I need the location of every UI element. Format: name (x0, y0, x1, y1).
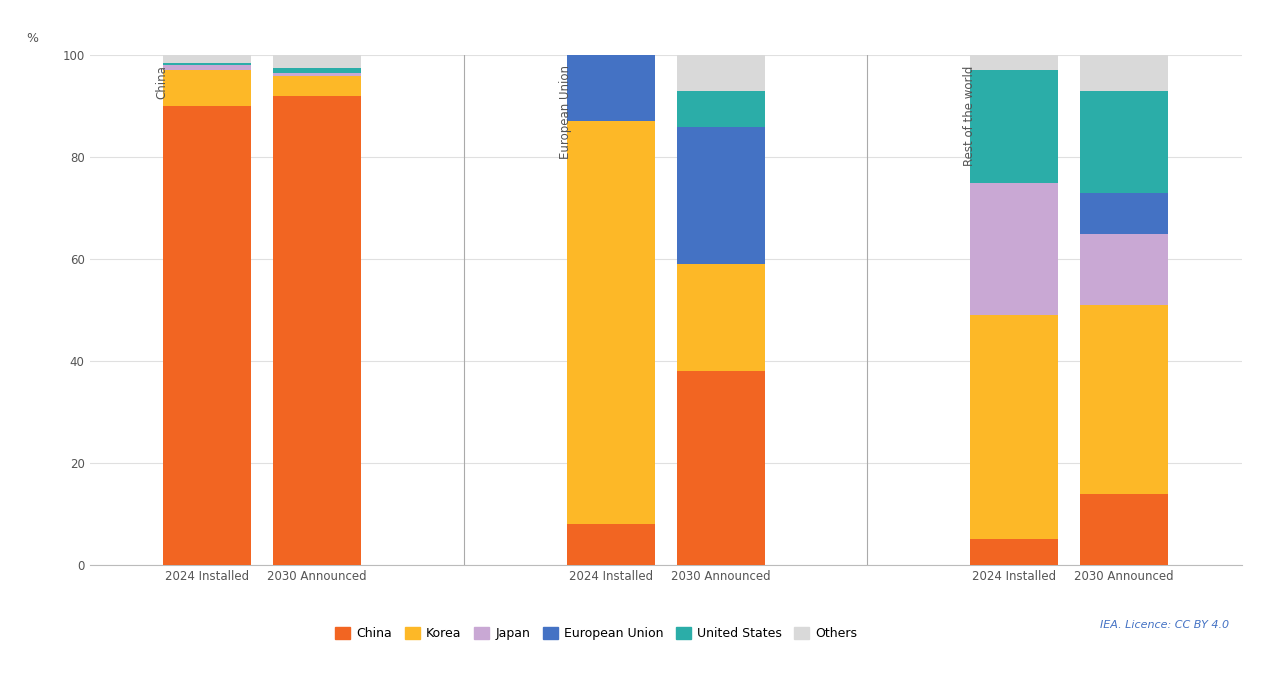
Bar (1080, 234, 1169, 305)
Bar (970, 183, 1059, 315)
Bar (1080, 193, 1169, 234)
Legend: China, Korea, Japan, European Union, United States, Others: China, Korea, Japan, European Union, Uni… (330, 622, 863, 645)
Bar (970, 539, 1059, 565)
Bar (163, 55, 251, 63)
Bar (1080, 493, 1169, 565)
Text: IEA. Licence: CC BY 4.0: IEA. Licence: CC BY 4.0 (1100, 620, 1229, 630)
Bar (567, 55, 654, 121)
Bar (273, 96, 361, 565)
Bar (163, 106, 251, 565)
Bar (567, 121, 654, 524)
Bar (163, 63, 251, 65)
Bar (970, 70, 1059, 183)
Bar (273, 68, 361, 73)
Bar (567, 524, 654, 565)
Bar (677, 55, 764, 91)
Bar (273, 73, 361, 76)
Text: China: China (156, 65, 169, 99)
Bar (677, 371, 764, 565)
Bar (163, 70, 251, 106)
Bar (1080, 305, 1169, 493)
Text: European Union: European Union (559, 65, 572, 159)
Text: Rest of the world: Rest of the world (963, 65, 975, 165)
Bar (1080, 55, 1169, 91)
Text: %: % (27, 32, 38, 45)
Bar (163, 65, 251, 70)
Bar (273, 55, 361, 68)
Bar (677, 264, 764, 371)
Bar (970, 55, 1059, 70)
Bar (273, 76, 361, 96)
Bar (970, 315, 1059, 539)
Bar (677, 127, 764, 264)
Bar (677, 91, 764, 127)
Bar (1080, 91, 1169, 193)
